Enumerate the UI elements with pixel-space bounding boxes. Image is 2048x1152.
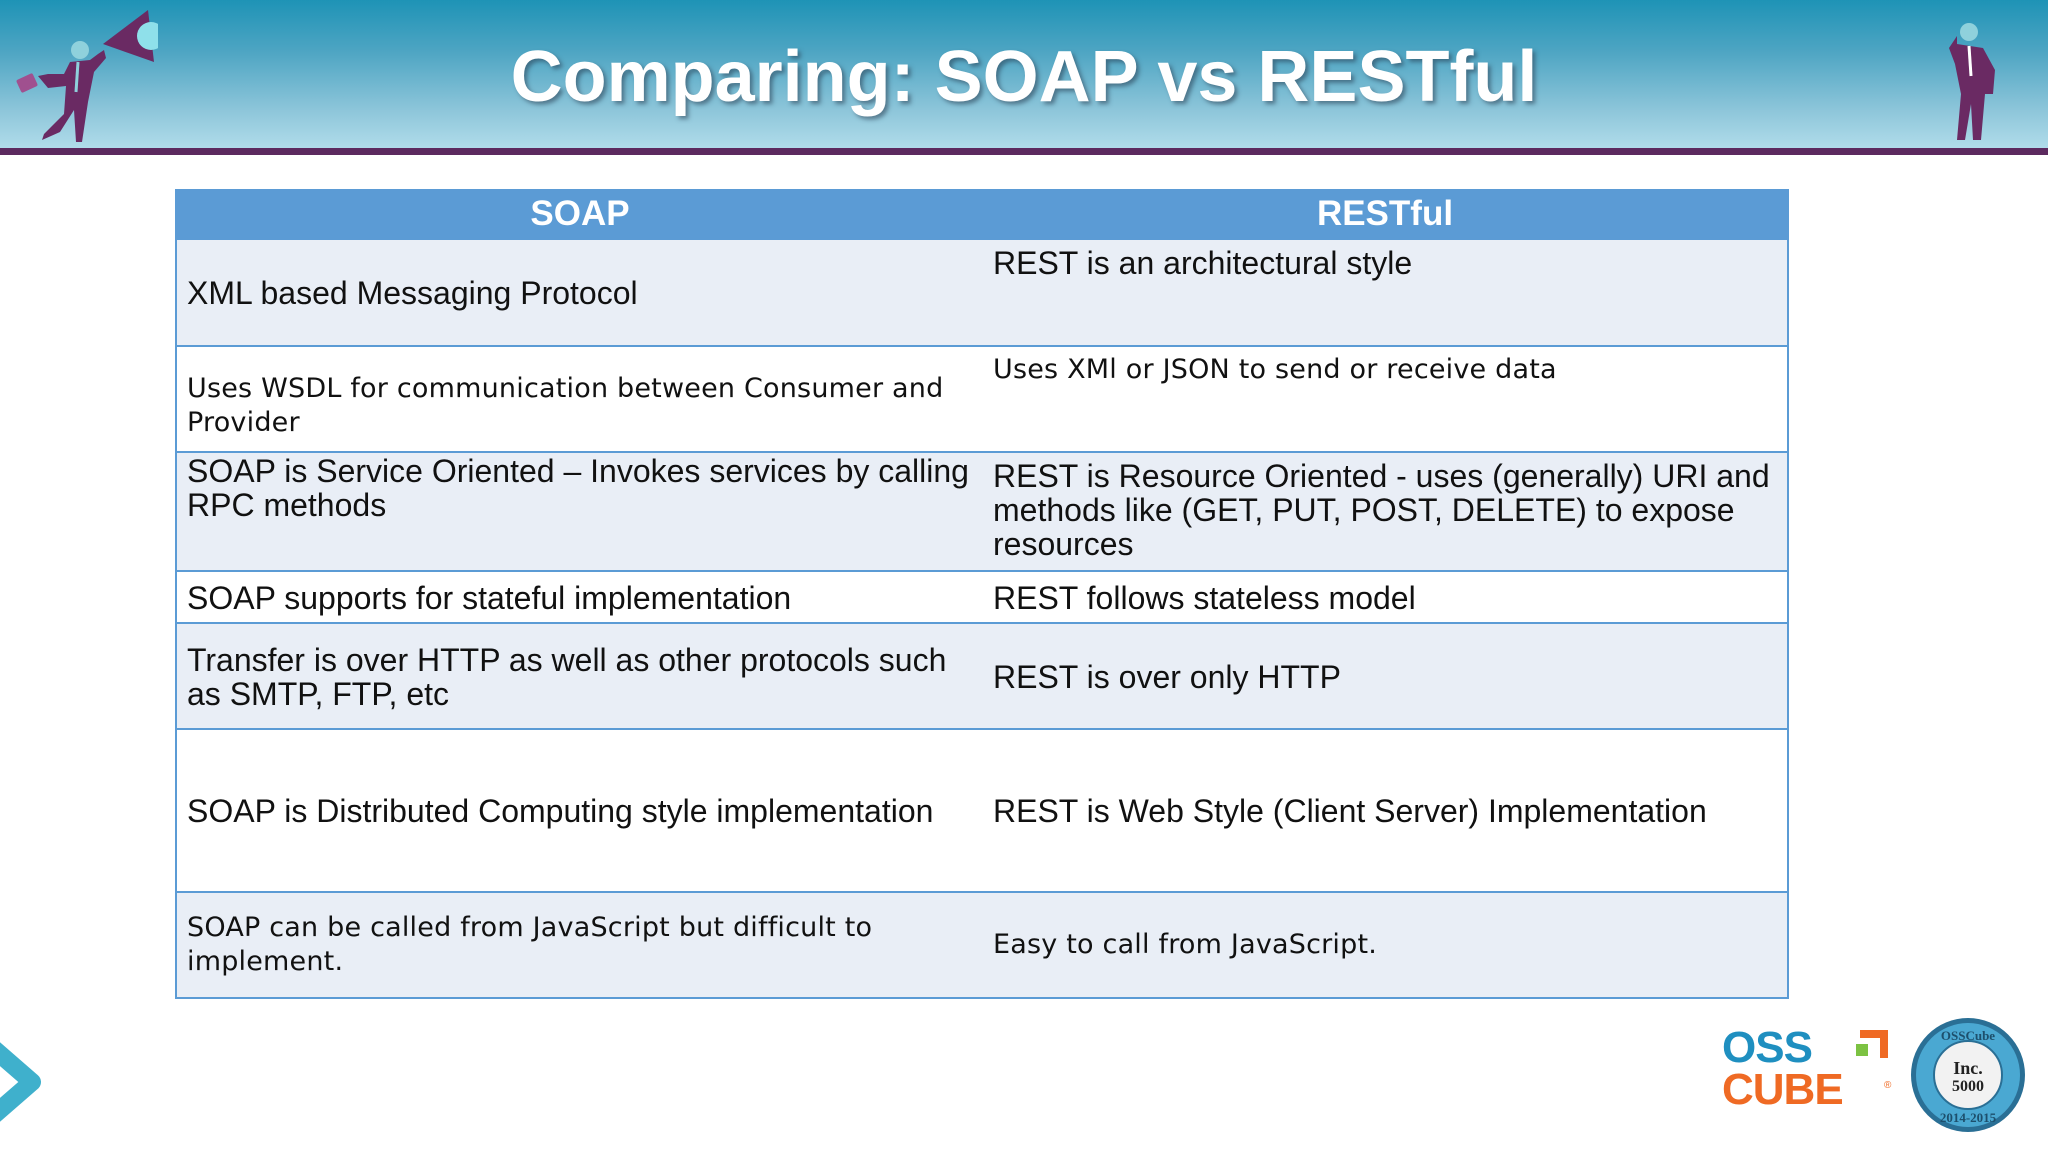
table-row: Transfer is over HTTP as well as other p… — [177, 622, 1787, 729]
table-row: SOAP supports for stateful implementatio… — [177, 570, 1787, 623]
soap-cell: Transfer is over HTTP as well as other p… — [187, 641, 947, 712]
soap-cell: SOAP supports for stateful implementatio… — [187, 579, 792, 616]
table-row: SOAP is Service Oriented – Invokes servi… — [177, 451, 1787, 571]
column-header-restful: RESTful — [1316, 194, 1454, 233]
businessman-phone-icon — [1949, 23, 1995, 140]
comparison-table: SOAP RESTful XML based Messaging Protoco… — [175, 189, 1789, 999]
rest-cell: REST is over only HTTP — [993, 658, 1341, 695]
rest-cell: REST is Resource Oriented - uses (genera… — [993, 458, 1770, 562]
businessman-megaphone-icon — [16, 10, 158, 142]
registered-mark: ® — [1884, 1080, 1892, 1091]
inc5000-badge: OSSCube Inc. 5000 2014-2015 — [1911, 1018, 2025, 1132]
table-header-row: SOAP RESTful — [177, 191, 1787, 240]
rest-cell: Easy to call from JavaScript. — [993, 929, 1378, 960]
rest-cell: REST follows stateless model — [993, 579, 1416, 616]
badge-top-text: OSSCube — [1941, 1028, 1995, 1043]
badge-inc-text: Inc. — [1953, 1058, 1983, 1078]
slide-header: Comparing: SOAP vs RESTful — [0, 0, 2048, 148]
osscube-logo: OSS CUBE ® — [1722, 1026, 1892, 1106]
soap-cell: SOAP can be called from JavaScript but d… — [187, 912, 873, 977]
table-row: SOAP is Distributed Computing style impl… — [177, 728, 1787, 892]
table-row: SOAP can be called from JavaScript but d… — [177, 891, 1787, 997]
logo-text-cube: CUBE — [1722, 1065, 1843, 1106]
soap-cell: Uses WSDL for communication between Cons… — [187, 372, 944, 438]
soap-cell: XML based Messaging Protocol — [187, 275, 638, 311]
rest-cell: REST is an architectural style — [993, 245, 1413, 281]
rest-cell: Uses XMl or JSON to send or receive data — [993, 354, 1557, 385]
soap-cell: SOAP is Distributed Computing style impl… — [187, 793, 934, 829]
logo-text-oss: OSS — [1722, 1026, 1812, 1072]
column-header-soap: SOAP — [530, 194, 630, 233]
slide-title: Comparing: SOAP vs RESTful — [510, 37, 1538, 117]
header-divider-bar — [0, 148, 2048, 155]
table-row: XML based Messaging Protocol REST is an … — [177, 238, 1787, 346]
badge-year-text: 2014-2015 — [1940, 1110, 1997, 1125]
soap-cell: SOAP is Service Oriented – Invokes servi… — [187, 453, 969, 523]
next-slide-chevron-icon[interactable] — [0, 1038, 44, 1126]
rest-cell: REST is Web Style (Client Server) Implem… — [993, 793, 1707, 829]
table-row: Uses WSDL for communication between Cons… — [177, 345, 1787, 452]
badge-5000-text: 5000 — [1952, 1078, 1984, 1095]
